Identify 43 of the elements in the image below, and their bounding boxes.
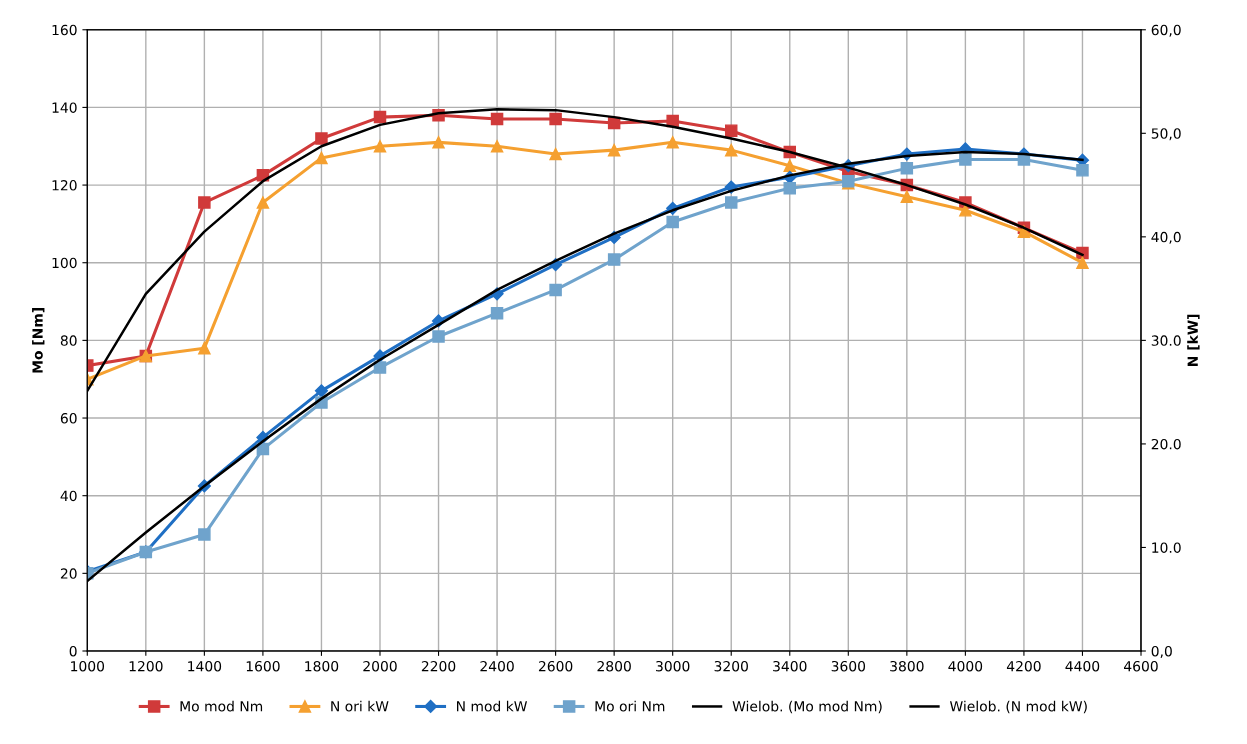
y-tick-label: 20 xyxy=(60,568,77,579)
x-tick-label: 1000 xyxy=(71,660,105,672)
y-tick-label: 160 xyxy=(52,24,77,36)
y2-tick-label: 30.0 xyxy=(1151,335,1181,346)
x-tick-label: 1400 xyxy=(188,660,222,672)
y2-tick-label: 20.0 xyxy=(1151,438,1181,450)
y2-tick-label: 40,0 xyxy=(1151,231,1181,244)
y2-tick-label: 60,0 xyxy=(1151,24,1181,37)
y-tick-label: 120 xyxy=(52,180,77,191)
y2-tick-label: 0,0 xyxy=(1151,645,1172,658)
y-axis-title: Mo [Nm] xyxy=(32,308,45,373)
y-tick-label: 140 xyxy=(52,102,77,113)
x-tick-label: 2200 xyxy=(421,660,456,672)
y2-tick-label: 10.0 xyxy=(1152,542,1181,553)
y-tick-label: 40 xyxy=(60,490,77,502)
x-tick-label: 3000 xyxy=(656,660,690,672)
legend-label: Mo mod Nm xyxy=(180,700,263,712)
x-tick-label: 3200 xyxy=(714,660,748,672)
legend-label: Mo ori Nm xyxy=(595,700,665,712)
y2-axis-title: N [kW] xyxy=(1187,314,1200,366)
y2-tick-label: 50,0 xyxy=(1151,128,1181,141)
y-tick-label: 60 xyxy=(60,413,77,424)
x-tick-label: 4000 xyxy=(948,660,983,672)
x-tick-label: 1200 xyxy=(129,660,163,672)
x-tick-label: 3600 xyxy=(831,660,866,672)
x-tick-label: 3400 xyxy=(773,660,807,672)
legend-label: Wielob. (N mod kW) xyxy=(949,700,1087,714)
x-tick-label: 2000 xyxy=(363,660,397,672)
y-tick-label: 100 xyxy=(52,257,77,269)
x-tick-label: 1800 xyxy=(305,660,339,672)
x-tick-label: 2600 xyxy=(538,660,573,672)
x-tick-label: 2400 xyxy=(480,660,514,672)
x-tick-label: 4400 xyxy=(1065,660,1100,672)
x-tick-label: 3800 xyxy=(890,660,924,672)
legend-label: Wielob. (Mo mod Nm) xyxy=(732,700,882,714)
legend-label: N ori kW xyxy=(331,700,389,712)
x-tick-label: 2800 xyxy=(597,660,631,672)
x-tick-label: 4200 xyxy=(1006,660,1041,672)
legend-label: N mod kW xyxy=(457,700,528,712)
y-tick-label: 80 xyxy=(60,335,77,346)
x-tick-label: 4600 xyxy=(1124,660,1158,672)
x-tick-label: 1600 xyxy=(246,660,280,672)
y-tick-label: 0 xyxy=(69,645,77,657)
